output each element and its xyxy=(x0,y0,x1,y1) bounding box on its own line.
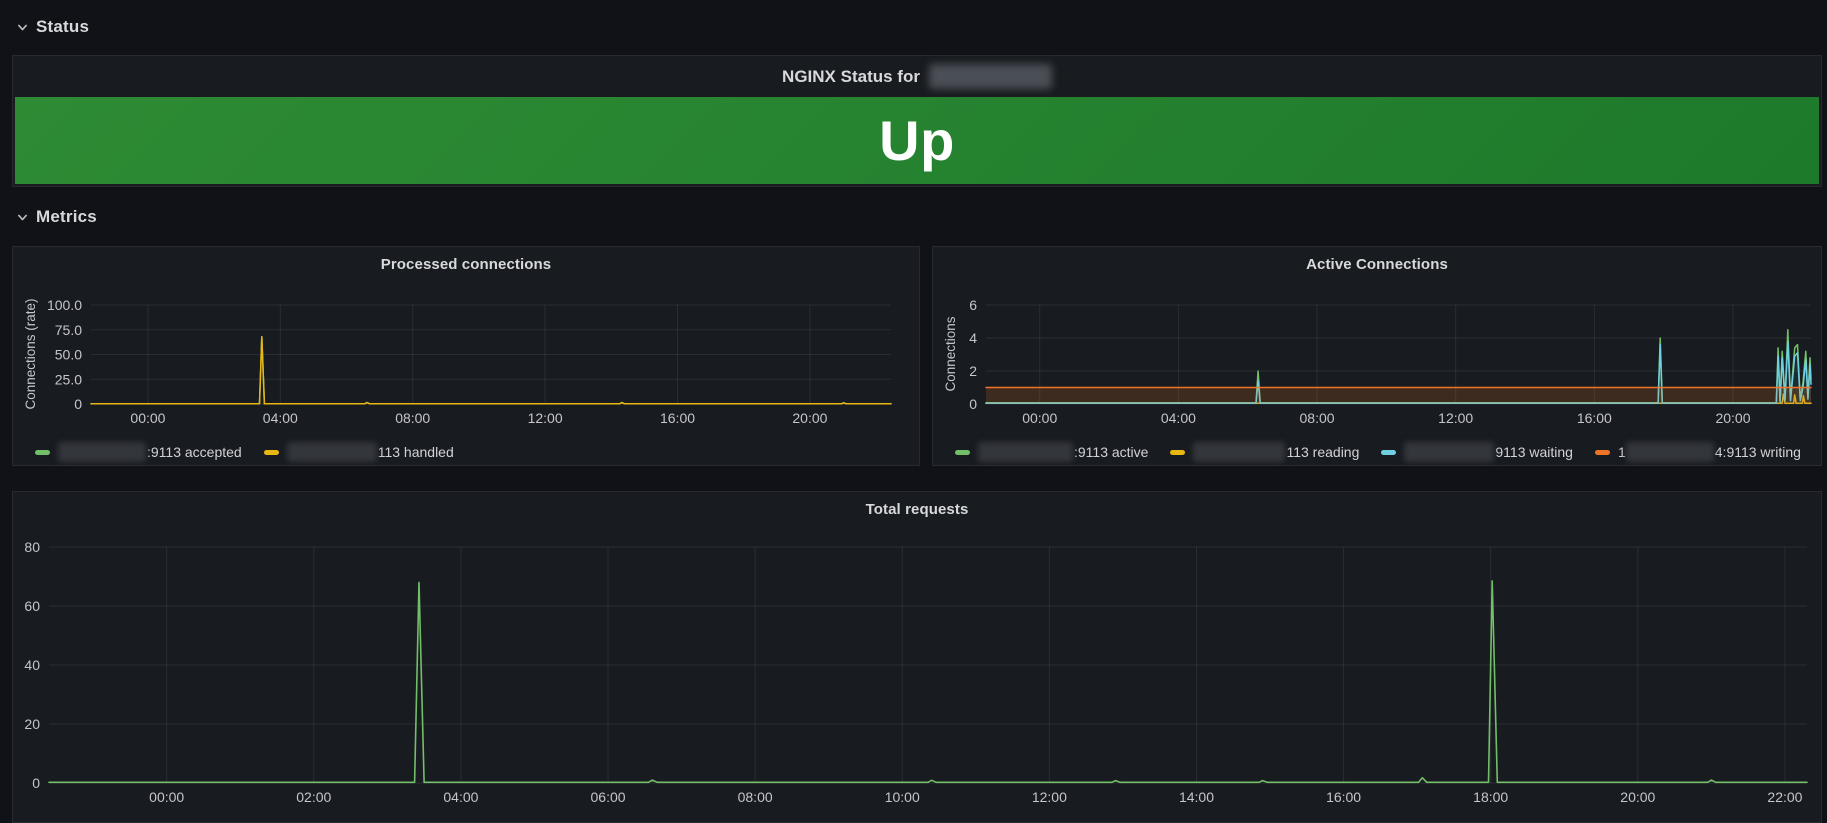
y-axis-tick-label: 100.0 xyxy=(47,297,82,313)
x-axis-tick-label: 08:00 xyxy=(738,789,773,805)
legend-swatch xyxy=(955,449,970,455)
y-axis-tick-label: 0 xyxy=(969,396,977,412)
chart-canvas: 0 20 40 60 80 00:00 02:00 04:00 06:00 08:00 10:00 1… xyxy=(24,539,1808,805)
row-title: Status xyxy=(36,17,90,36)
x-axis-tick-label: 16:00 xyxy=(1577,410,1612,426)
panel-processed-connections: Processed connections Connections (rate)… xyxy=(12,246,920,466)
series-fill-writing xyxy=(986,387,1811,404)
legend-label-prefix: 1 xyxy=(1617,444,1626,460)
x-axis-tick-label: 12:00 xyxy=(1032,789,1067,805)
legend-swatch xyxy=(35,449,50,455)
panel-title[interactable]: Active Connections xyxy=(1306,256,1448,273)
panel-active-connections: Active Connections Connections 0 2 4 6 00:00… xyxy=(932,246,1822,466)
x-axis-tick-label: 08:00 xyxy=(395,410,430,426)
legend-label: 113 handled xyxy=(377,444,454,460)
legend-swatch xyxy=(1594,449,1610,455)
y-axis-tick-label: 50.0 xyxy=(55,347,82,363)
y-axis-tick-label: 80 xyxy=(24,539,40,555)
legend-item[interactable]: 1 4:9113 writing xyxy=(1594,441,1801,463)
panel-total-requests: Total requests 0 20 40 60 80 00:00 02:00 04:00 0… xyxy=(12,491,1822,823)
y-axis-tick-label: 2 xyxy=(969,363,977,379)
redacted-text xyxy=(1193,442,1286,462)
legend-item[interactable]: 113 handled xyxy=(263,441,454,463)
legend-swatch xyxy=(1381,449,1397,455)
series-line-requests xyxy=(48,580,1808,784)
row-header-status[interactable]: Status xyxy=(16,15,89,39)
x-axis-tick-label: 06:00 xyxy=(591,789,626,805)
x-axis-tick-label: 20:00 xyxy=(1620,789,1655,805)
series-line-accepted xyxy=(90,335,892,405)
y-axis-tick-label: 20 xyxy=(24,716,40,732)
legend-label: 9113 waiting xyxy=(1495,444,1573,460)
chevron-down-icon[interactable] xyxy=(16,211,29,224)
redacted-text xyxy=(1404,442,1495,462)
x-axis-tick-label: 00:00 xyxy=(149,789,184,805)
x-axis-tick-label: 08:00 xyxy=(1300,410,1335,426)
x-axis-tick-label: 20:00 xyxy=(792,410,827,426)
legend-item[interactable]: :9113 accepted xyxy=(35,441,242,463)
status-indicator: Up xyxy=(15,97,1819,184)
x-axis-tick-label: 18:00 xyxy=(1473,789,1508,805)
x-axis-tick-label: 20:00 xyxy=(1715,410,1750,426)
row-header-metrics[interactable]: Metrics xyxy=(16,205,97,229)
redacted-text xyxy=(978,442,1073,462)
y-axis-tick-label: 60 xyxy=(24,598,40,614)
redacted-text xyxy=(58,442,146,462)
legend-label: :9113 active xyxy=(1074,444,1149,460)
panel-title[interactable]: Total requests xyxy=(865,501,969,518)
x-axis-tick-label: 00:00 xyxy=(130,410,165,426)
chart-canvas: 0 2 4 6 00:00 04:00 08:00 12:00 16:00 20:00 xyxy=(969,297,1812,426)
legend: :9113 accepted 113 handled xyxy=(35,441,454,463)
chart-plot-active-connections[interactable]: 0 2 4 6 00:00 04:00 08:00 12:00 16:00 20:00 xyxy=(933,247,1821,465)
panel-nginx-status: NGINX Status for Up xyxy=(12,55,1822,187)
legend-swatch xyxy=(263,449,279,455)
legend-label: 4:9113 writing xyxy=(1714,444,1801,460)
legend-label: :9113 accepted xyxy=(147,444,242,460)
chevron-down-icon[interactable] xyxy=(16,21,29,34)
redacted-text xyxy=(286,442,377,462)
legend-label: 113 reading xyxy=(1286,444,1360,460)
redacted-text xyxy=(928,64,1052,89)
x-axis-tick-label: 16:00 xyxy=(1326,789,1361,805)
series-line-reading xyxy=(985,393,1812,404)
y-axis-tick-label: 0 xyxy=(74,396,82,412)
status-value: Up xyxy=(879,108,955,172)
x-axis-tick-label: 16:00 xyxy=(660,410,695,426)
x-axis-tick-label: 04:00 xyxy=(443,789,478,805)
panel-title-text: NGINX Status for xyxy=(782,66,920,86)
legend-item[interactable]: 9113 waiting xyxy=(1381,441,1573,463)
series-line-waiting xyxy=(985,340,1812,404)
x-axis-tick-label: 00:00 xyxy=(1022,410,1057,426)
x-axis-tick-label: 22:00 xyxy=(1767,789,1802,805)
y-axis-tick-label: 0 xyxy=(32,775,40,791)
row-title: Metrics xyxy=(36,207,97,226)
x-axis-tick-label: 10:00 xyxy=(885,789,920,805)
chart-plot-total-requests[interactable]: 0 20 40 60 80 00:00 02:00 04:00 06:00 08:00 10:00 1… xyxy=(13,492,1821,822)
y-axis-tick-label: 40 xyxy=(24,657,40,673)
y-axis-tick-label: 75.0 xyxy=(55,322,82,338)
series-line-handled xyxy=(90,335,892,405)
chart-plot-processed-connections[interactable]: 0 25.0 50.0 75.0 100.0 00:00 04:00 08:00 12:00 16… xyxy=(13,247,919,465)
x-axis-tick-label: 04:00 xyxy=(263,410,298,426)
legend: :9113 active 113 reading 9113 waiting 1 4:91… xyxy=(955,441,1801,463)
chart-canvas: 0 25.0 50.0 75.0 100.0 00:00 04:00 08:00 12:00 16… xyxy=(47,297,892,426)
x-axis-tick-label: 14:00 xyxy=(1179,789,1214,805)
panel-title[interactable]: Processed connections xyxy=(380,256,552,273)
y-axis-tick-label: 6 xyxy=(969,297,977,313)
x-axis-tick-label: 02:00 xyxy=(296,789,331,805)
x-axis-tick-label: 12:00 xyxy=(528,410,563,426)
legend-item[interactable]: 113 reading xyxy=(1170,441,1359,463)
panel-title-nginx-status[interactable]: NGINX Status for xyxy=(13,56,1821,97)
y-axis-tick-label: 25.0 xyxy=(55,371,82,387)
legend-item[interactable]: :9113 active xyxy=(955,441,1148,463)
y-axis-tick-label: 4 xyxy=(969,330,977,346)
redacted-text xyxy=(1625,442,1714,462)
x-axis-tick-label: 04:00 xyxy=(1161,410,1196,426)
x-axis-tick-label: 12:00 xyxy=(1438,410,1473,426)
legend-swatch xyxy=(1170,449,1186,455)
